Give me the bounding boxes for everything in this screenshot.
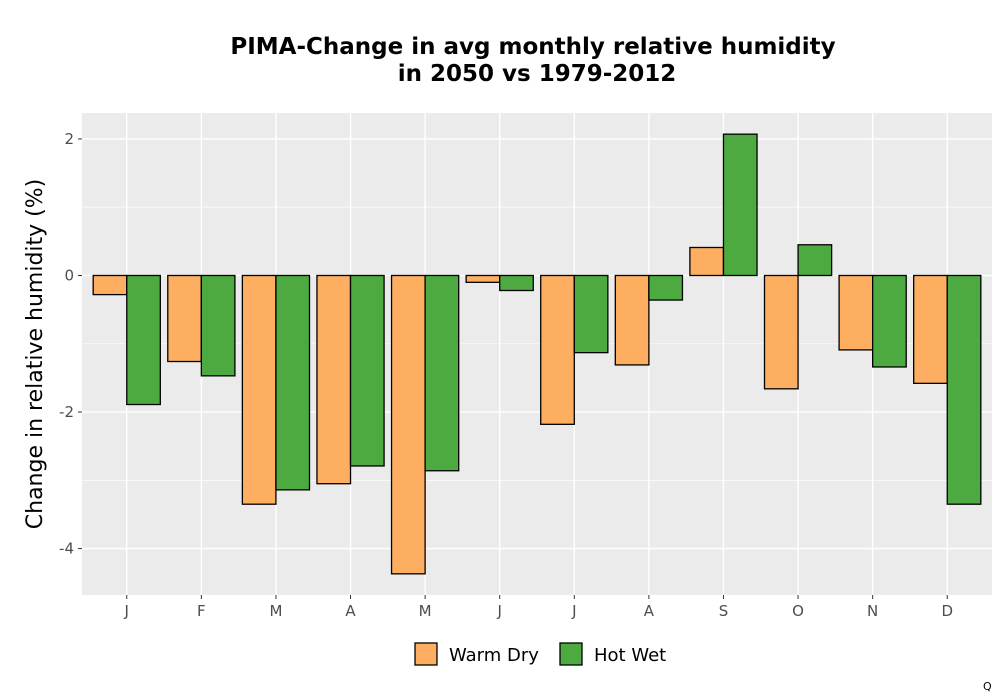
legend-label-hot-wet: Hot Wet xyxy=(594,645,666,666)
bar-hot-wet-2 xyxy=(200,274,236,377)
legend-label-warm-dry: Warm Dry xyxy=(449,645,539,666)
bar-warm-dry-11 xyxy=(838,274,874,351)
x-tick-label: O xyxy=(792,602,804,620)
bar-warm-dry-6 xyxy=(465,274,501,283)
legend: Warm Dry Hot Wet xyxy=(414,642,666,666)
bars xyxy=(92,133,982,575)
bar-warm-dry-3 xyxy=(241,274,277,505)
y-tick-label: -4 xyxy=(59,540,74,558)
bar-warm-dry-8 xyxy=(614,274,650,366)
x-tick-label: J xyxy=(571,602,576,620)
bar-hot-wet-11 xyxy=(872,274,907,368)
bar-hot-wet-12 xyxy=(946,274,982,505)
bar-warm-dry-12 xyxy=(913,274,948,385)
bar-hot-wet-7 xyxy=(573,274,609,354)
bar-warm-dry-2 xyxy=(167,274,202,363)
bar-hot-wet-3 xyxy=(275,274,311,491)
bar-warm-dry-7 xyxy=(540,274,575,425)
x-tick-label: M xyxy=(269,602,282,620)
bar-hot-wet-10 xyxy=(797,244,833,277)
bar-hot-wet-6 xyxy=(499,274,534,292)
y-tick-label: 0 xyxy=(64,266,74,284)
chart-title-line-2: in 2050 vs 1979-2012 xyxy=(398,61,677,87)
bar-hot-wet-9 xyxy=(722,133,758,277)
bar-warm-dry-10 xyxy=(763,274,799,390)
legend-key-warm-dry xyxy=(414,642,438,666)
bar-hot-wet-5 xyxy=(424,274,460,472)
bar-hot-wet-1 xyxy=(126,274,161,406)
y-tick-label: 2 xyxy=(64,130,74,148)
corner-mark: Q xyxy=(983,680,992,693)
x-tick-label: M xyxy=(419,602,432,620)
x-tick-label: J xyxy=(496,602,501,620)
chart-title-line-1: PIMA-Change in avg monthly relative humi… xyxy=(230,34,835,60)
bar-warm-dry-4 xyxy=(316,274,352,485)
x-tick-label: N xyxy=(867,602,878,620)
legend-key-hot-wet xyxy=(559,642,583,666)
y-axis-title: Change in relative humidity (%) xyxy=(23,179,48,529)
y-tick-label: -2 xyxy=(59,403,74,421)
x-tick-label: A xyxy=(644,602,655,620)
x-tick-label: A xyxy=(345,602,356,620)
x-tick-label: F xyxy=(197,602,206,620)
x-tick-label: D xyxy=(941,602,953,620)
bar-warm-dry-1 xyxy=(92,274,128,296)
x-tick-label: J xyxy=(124,602,129,620)
bar-warm-dry-9 xyxy=(689,246,725,277)
y-axis: -4 -2 0 2 xyxy=(59,130,82,558)
bar-warm-dry-5 xyxy=(390,274,426,575)
x-tick-label: S xyxy=(719,602,729,620)
bar-hot-wet-4 xyxy=(349,274,385,467)
bar-hot-wet-8 xyxy=(648,274,684,301)
